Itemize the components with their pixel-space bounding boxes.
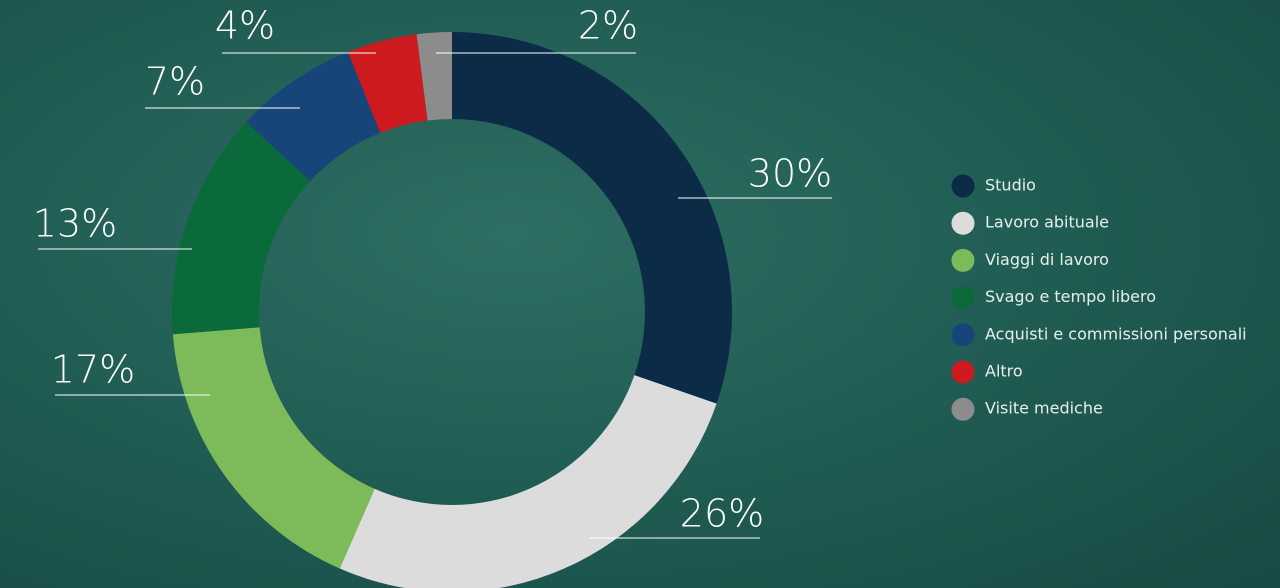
value-label: 26%: [680, 492, 764, 536]
legend-label: Altro: [985, 362, 1023, 381]
chart: 30% 26% 17% 13% 7%4% 2% Studio Lavoro abituale V…: [0, 0, 1280, 588]
page: 30% 26% 17% 13% 7%4% 2% Studio Lavoro abituale V…: [0, 0, 1280, 588]
legend-marker: [952, 398, 975, 421]
value-label: 30%: [748, 152, 832, 196]
legend-label: Viaggi di lavoro: [985, 250, 1109, 269]
legend-label: Studio: [985, 176, 1036, 195]
legend-marker: [952, 361, 975, 384]
value-label: 2%: [578, 4, 638, 48]
value-label: 13%: [33, 202, 117, 246]
legend-marker: [952, 249, 975, 272]
legend-marker: [952, 323, 975, 346]
legend-label: Acquisti e commissioni personali: [985, 324, 1247, 343]
donut-slice: [452, 32, 732, 404]
legend-marker: [952, 286, 975, 309]
legend-marker: [952, 212, 975, 235]
donut-slice: [340, 375, 717, 588]
legend-label: Svago e tempo libero: [985, 287, 1156, 306]
legend-label: Visite mediche: [985, 399, 1103, 418]
value-label: 7%: [145, 60, 205, 104]
value-label: 17%: [51, 348, 135, 392]
legend-label: Lavoro abituale: [985, 213, 1109, 232]
legend-marker: [952, 175, 975, 198]
value-label: 4%: [215, 4, 275, 48]
donut-slice: [173, 327, 375, 568]
